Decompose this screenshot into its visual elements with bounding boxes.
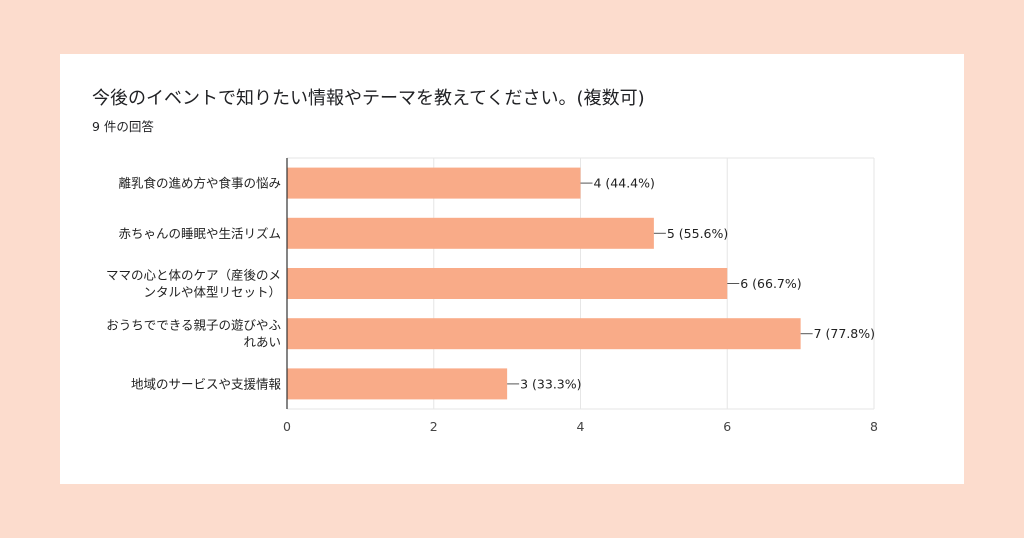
x-tick-label-0: 0 [283,419,291,434]
bar-4 [287,368,508,400]
category-label-3-line-1: れあい [243,335,281,350]
chart-title: 今後のイベントで知りたい情報やテーマを教えてください。(複数可) [92,88,645,109]
data-label-2: 6 (66.7%) [740,276,801,291]
category-label-3-line-0: おうちでできる親子の遊びやふ [106,318,281,333]
category-label-0: 離乳食の進め方や食事の悩み [118,176,281,191]
x-tick-label-2: 4 [577,419,585,434]
bar-0 [287,167,581,199]
bar-1 [287,217,654,249]
x-tick-label-1: 2 [430,419,438,434]
bar-3 [287,318,801,350]
x-tick-label-4: 8 [870,419,878,434]
category-label-2-line-0: ママの心と体のケア（産後のメ [106,268,281,283]
data-label-3: 7 (77.8%) [814,326,875,341]
bar-chart: 4 (44.4%) 離乳食の進め方や食事の悩み 5 (55.6%) 赤ちゃんの睡眠や生… [106,157,878,434]
data-label-1: 5 (55.6%) [667,226,728,241]
x-tick-label-3: 6 [723,419,731,434]
category-label-4: 地域のサービスや支援情報 [131,376,282,391]
response-count: 9 件の回答 [92,119,154,134]
data-label-4: 3 (33.3%) [520,376,581,391]
category-label-1: 赤ちゃんの睡眠や生活リズム [118,226,281,241]
bar-2 [287,268,728,299]
data-label-0: 4 (44.4%) [594,176,655,191]
category-label-2-line-1: ンタルや体型リセット） [143,285,281,300]
chart-card: 今後のイベントで知りたい情報やテーマを教えてください。(複数可) 9 件の回答 … [60,54,964,484]
